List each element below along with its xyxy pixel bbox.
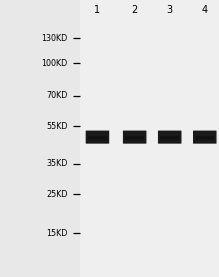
Text: 100KD: 100KD xyxy=(42,59,68,68)
FancyBboxPatch shape xyxy=(123,130,147,144)
Bar xyxy=(80,0,219,277)
Text: 25KD: 25KD xyxy=(46,190,68,199)
Text: 130KD: 130KD xyxy=(42,34,68,43)
Bar xyxy=(160,136,179,140)
Bar xyxy=(88,136,107,140)
Text: 1: 1 xyxy=(94,5,101,15)
Bar xyxy=(125,136,144,140)
Text: 2: 2 xyxy=(132,5,138,15)
Text: 70KD: 70KD xyxy=(46,91,68,100)
FancyBboxPatch shape xyxy=(193,130,217,144)
Text: 3: 3 xyxy=(167,5,173,15)
FancyBboxPatch shape xyxy=(86,130,109,144)
FancyBboxPatch shape xyxy=(158,130,182,144)
Text: 15KD: 15KD xyxy=(46,229,68,238)
Text: 4: 4 xyxy=(202,5,208,15)
Text: 55KD: 55KD xyxy=(46,122,68,130)
Bar xyxy=(195,136,214,140)
Text: 35KD: 35KD xyxy=(46,160,68,168)
